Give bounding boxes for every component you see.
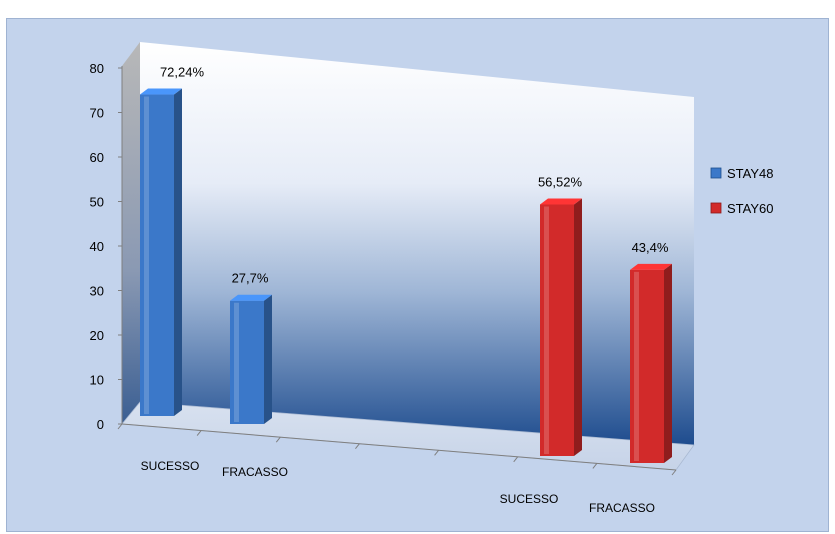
bar-front	[540, 204, 574, 456]
x-tick-mark	[117, 423, 123, 430]
x-tick-mark	[592, 463, 598, 469]
category-label: SUCESSO	[141, 459, 200, 473]
y-tick-label: 80	[90, 61, 104, 76]
legend-swatch-stay48	[710, 167, 722, 179]
legend-item-stay48: STAY48	[710, 166, 773, 181]
data-label: 56,52%	[538, 174, 583, 189]
back-wall	[140, 42, 694, 445]
category-label: FRACASSO	[222, 465, 288, 479]
y-tick-label: 40	[90, 239, 104, 254]
y-tick-label: 60	[90, 150, 104, 165]
x-axis-line	[121, 423, 677, 471]
legend-swatch-stay60	[710, 202, 722, 214]
category-label: SUCESSO	[500, 492, 559, 506]
data-label: 43,4%	[632, 240, 669, 255]
bar-top	[540, 198, 582, 205]
bar-stay60-sucesso	[540, 198, 582, 456]
data-label: 27,7%	[232, 271, 269, 286]
category-label: FRACASSO	[589, 501, 655, 515]
bars	[140, 88, 672, 463]
legend: STAY48 STAY60	[710, 166, 773, 216]
bar-highlight	[234, 302, 239, 422]
data-label: 72,24%	[160, 65, 205, 80]
category-labels: SUCESSO FRACASSO SUCESSO FRACASSO	[141, 459, 655, 515]
x-axis-tick-marks	[117, 423, 677, 476]
bar-stay48-fracasso	[230, 294, 272, 424]
data-labels: 72,24% 27,7% 56,52% 43,4%	[160, 65, 669, 286]
bar-top	[140, 88, 182, 95]
y-tick-label: 70	[90, 106, 104, 121]
bar-highlight	[544, 206, 549, 454]
bar-highlight	[144, 96, 149, 415]
x-tick-mark	[434, 449, 439, 456]
y-tick-label: 50	[90, 195, 104, 210]
bar-side	[264, 294, 272, 424]
bar-side	[664, 263, 672, 463]
bar-side	[574, 198, 582, 456]
x-tick-mark	[196, 430, 202, 436]
legend-label-stay60: STAY60	[727, 201, 773, 216]
bar-front	[140, 94, 174, 417]
x-tick-mark	[513, 456, 519, 463]
y-tick-label: 0	[97, 417, 104, 432]
x-tick-mark	[275, 436, 281, 443]
y-tick-label: 20	[90, 328, 104, 343]
y-tick-label: 10	[90, 373, 104, 388]
bar-highlight	[634, 271, 639, 461]
bar-top	[230, 294, 272, 301]
bar-stay48-sucesso	[140, 88, 182, 417]
y-axis-ticks: 0 10 20 30 40 50 60 70 80	[90, 61, 122, 432]
y-tick-label: 30	[90, 284, 104, 299]
bar-front	[230, 300, 264, 424]
bar-top	[630, 263, 672, 270]
x-tick-mark	[355, 443, 360, 450]
bar-front	[630, 269, 664, 463]
legend-label-stay48: STAY48	[727, 166, 773, 181]
x-tick-mark	[671, 469, 677, 476]
bar-side	[174, 88, 182, 417]
bar-stay60-fracasso	[630, 263, 672, 463]
side-wall	[122, 42, 140, 424]
legend-item-stay60: STAY60	[710, 201, 773, 216]
